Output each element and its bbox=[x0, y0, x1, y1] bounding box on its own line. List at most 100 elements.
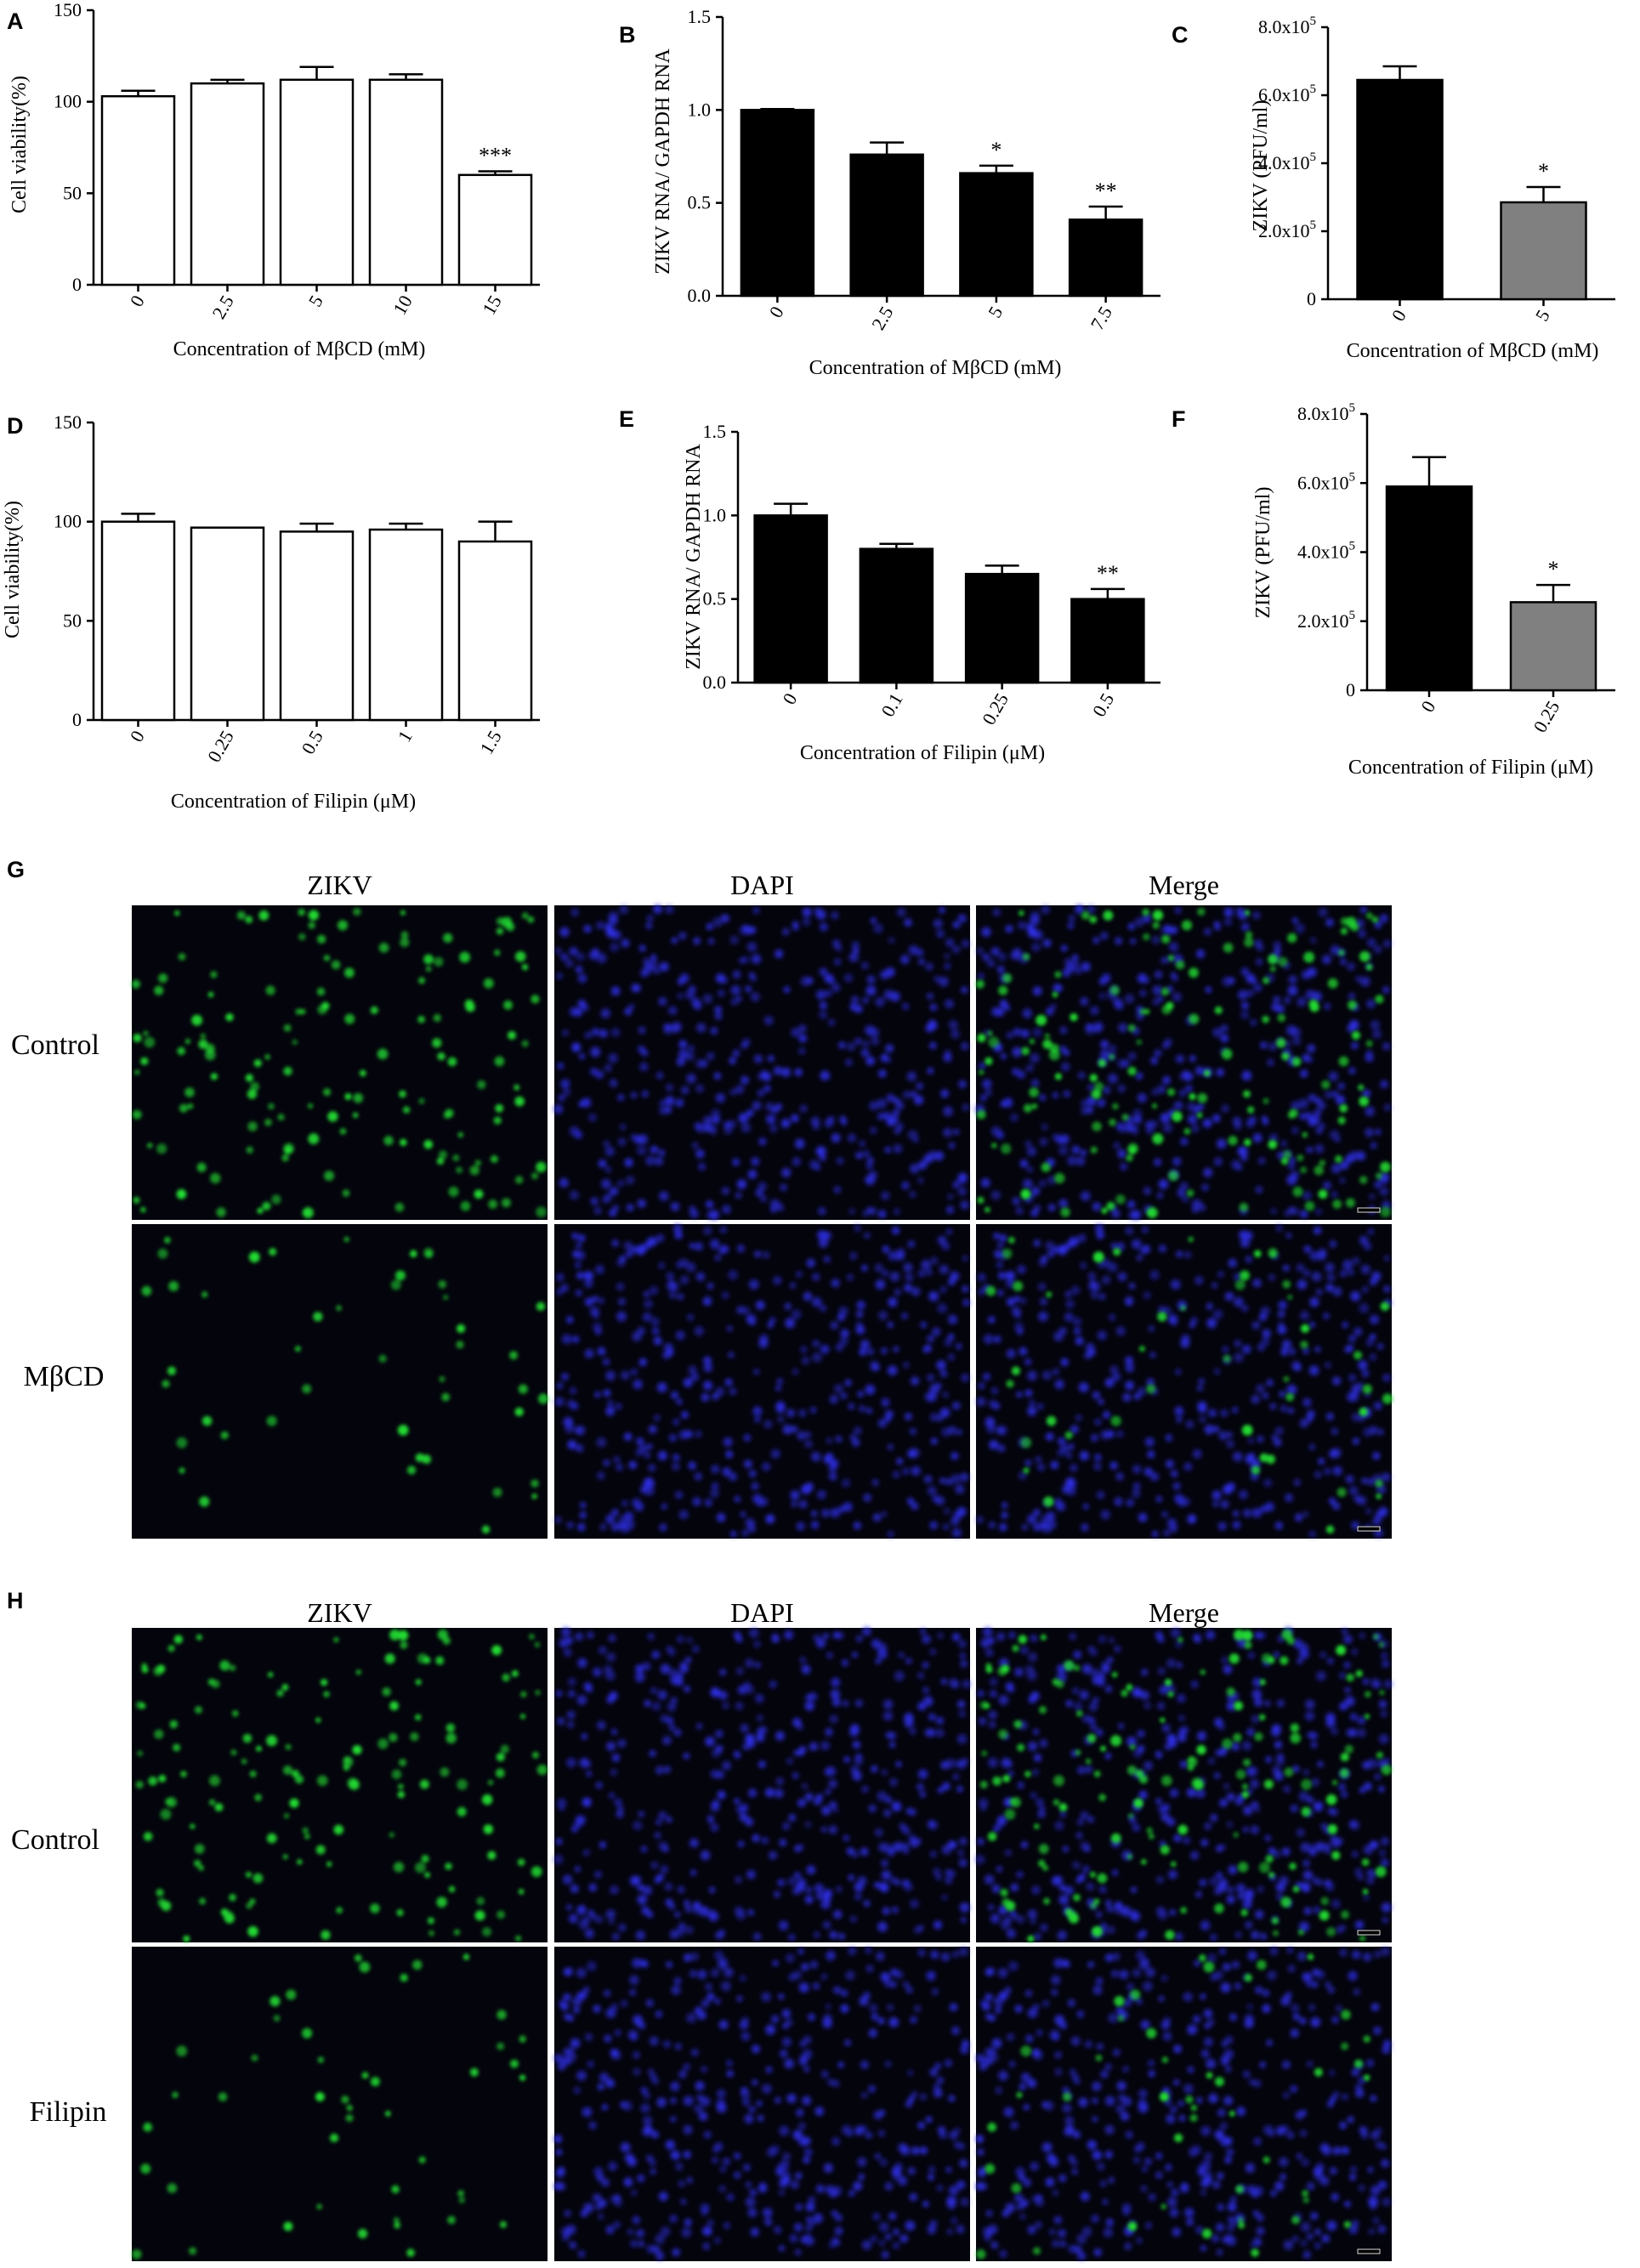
x-tick-label: 15 bbox=[478, 292, 506, 319]
y-axis-label: ZIKV RNA/ GAPDH RNA bbox=[652, 48, 674, 275]
y-tick-label: 0 bbox=[72, 274, 82, 295]
column-label: ZIKV bbox=[307, 1597, 372, 1628]
y-tick-label: 50 bbox=[63, 610, 82, 631]
bar bbox=[1356, 78, 1444, 301]
significance-label: *** bbox=[479, 143, 512, 167]
x-tick-label: 0.5 bbox=[1088, 689, 1118, 720]
x-axis-label: Concentration of MβCD (mM) bbox=[173, 338, 426, 360]
significance-label: * bbox=[1538, 159, 1549, 184]
column-label: Merge bbox=[1149, 1597, 1219, 1628]
micrograph-dapi-mcd bbox=[554, 1223, 970, 1539]
x-tick-label: 0.25 bbox=[978, 689, 1013, 729]
significance-label: * bbox=[990, 138, 1002, 162]
row-label: Filipin bbox=[30, 2096, 107, 2128]
chart-panel-a: A 0 50 100 150 Cell viability(%) 0 2.5 5 10 *** 15 C… bbox=[7, 0, 540, 360]
x-tick-label: 1 bbox=[394, 727, 417, 746]
micrograph-panels: G ZIKV DAPI Merge Control MβCD H ZIKV DAPI Merge C… bbox=[7, 857, 1393, 2261]
x-tick-label: 5 bbox=[984, 303, 1007, 321]
x-tick-label: 0 bbox=[126, 292, 149, 310]
scale-bar bbox=[1357, 2248, 1381, 2254]
y-tick-label: 1.0 bbox=[688, 99, 712, 120]
x-tick-label: 10 bbox=[389, 292, 417, 319]
micrograph-panel-g: G ZIKV DAPI Merge Control MβCD bbox=[7, 857, 1393, 1539]
panel-label: D bbox=[7, 413, 24, 439]
y-axis-label: ZIKV (PFU/ml) bbox=[1252, 487, 1274, 619]
x-tick-label: 0 bbox=[1387, 306, 1410, 325]
scale-bar bbox=[1357, 1207, 1381, 1213]
panel-label: B bbox=[619, 22, 636, 48]
y-axis-label: ZIKV RNA/ GAPDH RNA bbox=[683, 444, 705, 670]
x-tick-label: 2.5 bbox=[867, 303, 897, 333]
micrograph-zikv-mcd bbox=[132, 1224, 549, 1539]
bar bbox=[100, 94, 176, 286]
y-tick-label: 100 bbox=[54, 91, 82, 112]
y-tick-label: 0 bbox=[72, 709, 82, 730]
bar bbox=[457, 540, 533, 722]
micrograph-merge-mcd bbox=[976, 1223, 1393, 1539]
micrograph-dapi-control bbox=[553, 904, 970, 1220]
micrograph-zikv-control bbox=[132, 1628, 548, 1942]
bar bbox=[1500, 201, 1587, 301]
x-tick-label: 7.5 bbox=[1087, 303, 1116, 333]
panel-label: A bbox=[7, 9, 24, 34]
y-axis-label: ZIKV (PFU/ml) bbox=[1250, 100, 1272, 232]
bar bbox=[849, 153, 924, 298]
significance-label: * bbox=[1548, 557, 1559, 581]
scale-bar bbox=[1357, 1526, 1381, 1532]
bar bbox=[964, 572, 1040, 684]
bar bbox=[190, 82, 265, 286]
x-tick-label: 0 bbox=[778, 689, 801, 708]
y-tick-label: 150 bbox=[54, 411, 82, 433]
row-label: Control bbox=[11, 1029, 99, 1061]
y-tick-label: 1.0 bbox=[703, 504, 727, 525]
significance-label: ** bbox=[1095, 179, 1117, 203]
x-tick-label: 0.25 bbox=[1529, 697, 1563, 736]
y-tick-label: 4.0x105 bbox=[1297, 540, 1355, 563]
micrograph-dapi-control bbox=[553, 1626, 972, 1942]
micrograph-zikv-control bbox=[131, 905, 548, 1220]
scale-bar bbox=[1357, 1930, 1381, 1936]
bar bbox=[1509, 601, 1597, 692]
y-tick-label: 2.0x105 bbox=[1297, 609, 1355, 632]
bar bbox=[859, 547, 934, 684]
bar bbox=[368, 528, 444, 722]
bar bbox=[368, 78, 444, 286]
x-tick-label: 0.25 bbox=[203, 727, 238, 766]
chart-panel-b: B 0.0 0.5 1.0 1.5 ZIKV RNA/ GAPDH RNA 0 2.5 * 5 **… bbox=[619, 6, 1160, 379]
y-tick-label: 150 bbox=[54, 0, 82, 20]
y-tick-label: 0.0 bbox=[688, 285, 712, 306]
y-tick-label: 6.0x105 bbox=[1258, 82, 1316, 105]
bar bbox=[1068, 218, 1143, 298]
y-tick-label: 0 bbox=[1346, 679, 1355, 700]
bar bbox=[279, 78, 355, 286]
x-tick-label: 1.5 bbox=[475, 727, 505, 757]
y-tick-label: 100 bbox=[54, 511, 82, 532]
y-tick-label: 4.0x105 bbox=[1258, 150, 1316, 173]
x-tick-label: 0 bbox=[765, 303, 788, 321]
chart-panel-f: F 0 2.0x105 4.0x105 6.0x105 8.0x105 ZIKV (PFU/… bbox=[1172, 401, 1615, 779]
column-label: Merge bbox=[1149, 870, 1219, 900]
column-label: DAPI bbox=[730, 870, 794, 900]
y-tick-label: 1.5 bbox=[703, 421, 727, 442]
x-tick-label: 0.5 bbox=[297, 727, 326, 757]
bar bbox=[1070, 598, 1145, 684]
column-label: ZIKV bbox=[307, 870, 372, 900]
bar bbox=[740, 109, 815, 298]
panel-label: F bbox=[1172, 406, 1186, 432]
panel-label: G bbox=[7, 857, 25, 882]
x-axis-label: Concentration of Filipin (μM) bbox=[171, 791, 416, 813]
x-tick-label: 0 bbox=[126, 727, 149, 746]
y-axis-label: Cell viability(%) bbox=[2, 501, 24, 638]
y-tick-label: 8.0x105 bbox=[1297, 401, 1355, 424]
micrograph-zikv-filipin bbox=[131, 1947, 548, 2261]
x-tick-label: 0.1 bbox=[877, 689, 906, 720]
bar bbox=[1385, 485, 1473, 692]
y-tick-label: 8.0x105 bbox=[1258, 14, 1316, 37]
y-tick-label: 0.5 bbox=[703, 588, 727, 610]
x-tick-label: 5 bbox=[304, 292, 327, 310]
x-tick-label: 0 bbox=[1416, 697, 1439, 716]
panel-label: H bbox=[7, 1588, 24, 1613]
column-label: DAPI bbox=[730, 1597, 794, 1628]
